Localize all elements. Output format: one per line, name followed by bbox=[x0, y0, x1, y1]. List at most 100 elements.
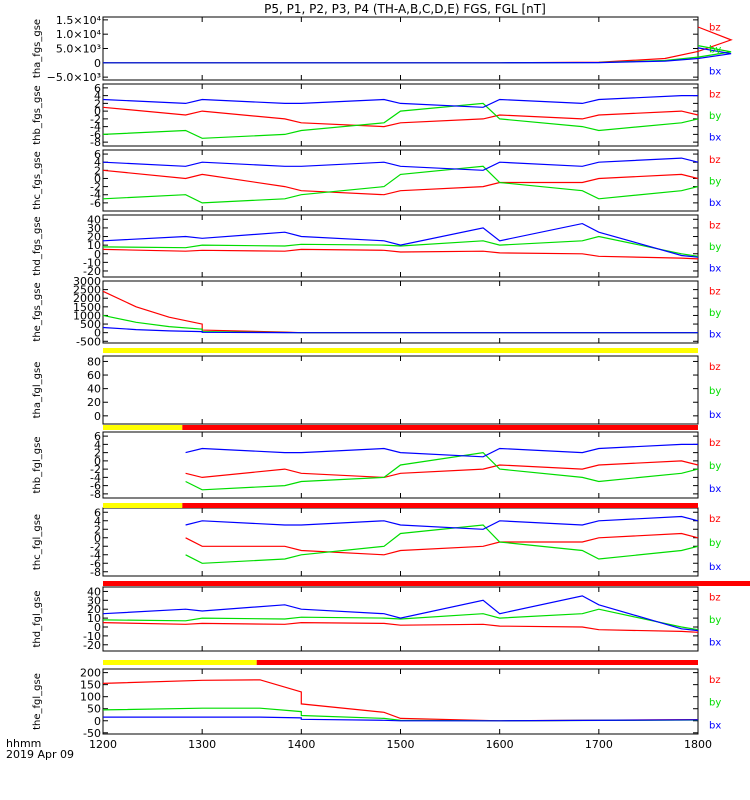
x-tick-label: 1700 bbox=[585, 738, 613, 751]
legend-entry-by: by bbox=[709, 461, 721, 472]
y-tick-label: -6 bbox=[90, 197, 101, 210]
legend-entry-bx: bx bbox=[709, 637, 721, 648]
series-line-by bbox=[102, 235, 699, 257]
y-tick-label: -4 bbox=[90, 549, 101, 562]
legend-entry-bz: bz bbox=[709, 362, 721, 373]
legend-entry-bx: bx bbox=[709, 133, 721, 144]
legend-entry-bx: bx bbox=[709, 264, 721, 275]
y-tick-label: 20 bbox=[87, 231, 101, 244]
y-tick-label: 0 bbox=[94, 532, 101, 545]
flag-segment bbox=[182, 425, 699, 430]
x-tick-label: 1400 bbox=[287, 738, 315, 751]
flags-layer bbox=[103, 348, 750, 665]
time-unit-label: hhmm bbox=[6, 737, 41, 750]
flag-segment bbox=[103, 660, 257, 665]
y-axis-label: thd_fgs_gse bbox=[32, 216, 43, 275]
legend-entry-bz: bz bbox=[709, 155, 721, 166]
panel-frame bbox=[102, 668, 699, 735]
y-tick-label: -10 bbox=[83, 256, 101, 269]
y-tick-label: 4 bbox=[94, 156, 101, 169]
y-tick-label: -6 bbox=[90, 480, 101, 493]
legend-entry-by: by bbox=[709, 242, 721, 253]
y-tick-label: 0 bbox=[94, 57, 101, 70]
flag-segment bbox=[256, 660, 698, 665]
y-tick-label: -8 bbox=[90, 566, 101, 579]
y-tick-label: -8 bbox=[90, 488, 101, 501]
y-tick-label: 4 bbox=[94, 90, 101, 103]
legend-entry-bx: bx bbox=[709, 720, 721, 731]
y-tick-label: 20 bbox=[87, 603, 101, 616]
y-tick-label: 40 bbox=[87, 383, 101, 396]
legend-entry-by: by bbox=[709, 45, 721, 56]
y-tick-label: 0 bbox=[94, 715, 101, 728]
series-line-bx bbox=[185, 443, 698, 458]
y-tick-label: 0 bbox=[94, 172, 101, 185]
chart-title: P5, P1, P2, P3, P4 (TH-A,B,C,D,E) FGS, F… bbox=[264, 2, 546, 16]
y-tick-label: 1000 bbox=[73, 309, 101, 322]
flag-bar bbox=[103, 348, 698, 353]
y-axis-label: tha_fgs_gse bbox=[32, 19, 43, 78]
date-label: 2019 Apr 09 bbox=[6, 748, 74, 761]
y-tick-label: -2 bbox=[90, 540, 101, 553]
y-tick-label: -4 bbox=[90, 471, 101, 484]
y-tick-label: 4 bbox=[94, 515, 101, 528]
y-tick-label: -50 bbox=[83, 727, 101, 740]
y-tick-label: -8 bbox=[90, 136, 101, 149]
panel-frame bbox=[102, 16, 699, 81]
y-tick-label: -500 bbox=[76, 335, 101, 348]
series-line-by bbox=[102, 165, 699, 204]
legend-entry-bz: bz bbox=[709, 286, 721, 297]
y-tick-label: 6 bbox=[94, 430, 101, 443]
panel-frame bbox=[102, 507, 699, 577]
series-line-bz bbox=[103, 26, 733, 64]
y-tick-label: 80 bbox=[87, 355, 101, 368]
y-tick-label: 4 bbox=[94, 438, 101, 451]
y-tick-label: 1.0×10⁴ bbox=[56, 28, 102, 41]
series-line-bx bbox=[103, 716, 699, 722]
y-tick-label: 6 bbox=[94, 506, 101, 519]
y-tick-label: 1.5×10⁴ bbox=[56, 14, 102, 27]
series-line-bx bbox=[102, 595, 699, 632]
flag-bar bbox=[103, 581, 750, 586]
legend-entry-by: by bbox=[709, 111, 721, 122]
y-tick-label: -2 bbox=[90, 113, 101, 126]
legend-entry-by: by bbox=[709, 386, 721, 397]
series-line-by bbox=[102, 608, 699, 631]
legend-entry-bz: bz bbox=[709, 514, 721, 525]
y-tick-label: 150 bbox=[80, 679, 101, 692]
series-line-bx bbox=[102, 94, 698, 108]
series-line-by bbox=[185, 524, 699, 564]
x-tick-label: 1800 bbox=[684, 738, 712, 751]
y-tick-label: 0 bbox=[94, 105, 101, 118]
y-tick-label: 0 bbox=[94, 621, 101, 634]
series-line-bz bbox=[185, 460, 699, 479]
legend-entry-bz: bz bbox=[709, 593, 721, 604]
series-line-bx bbox=[103, 47, 732, 64]
series-line-bz bbox=[102, 290, 698, 334]
panels-layer: 1.5×10⁴1.0×10⁴5.0×10³0−5.0×10³tha_fgs_gs… bbox=[32, 14, 733, 740]
legend-entry-bx: bx bbox=[709, 67, 721, 78]
y-tick-label: 0 bbox=[94, 327, 101, 340]
legend-entry-bx: bx bbox=[709, 562, 721, 573]
x-tick-label: 1200 bbox=[89, 738, 117, 751]
y-tick-label: 30 bbox=[87, 594, 101, 607]
y-tick-label: 10 bbox=[87, 612, 101, 625]
legend-entry-by: by bbox=[709, 177, 721, 188]
y-tick-label: 3000 bbox=[73, 275, 101, 288]
flag-bar bbox=[103, 503, 699, 508]
y-tick-label: 100 bbox=[80, 691, 101, 704]
y-axis-label: thc_fgl_gse bbox=[32, 514, 43, 570]
flag-segment bbox=[103, 425, 183, 430]
series-line-bz bbox=[185, 532, 699, 556]
y-tick-label: 2 bbox=[94, 523, 101, 536]
y-tick-label: 0 bbox=[94, 410, 101, 423]
legend-entry-bz: bz bbox=[709, 220, 721, 231]
flag-segment bbox=[103, 581, 750, 586]
y-tick-label: 40 bbox=[87, 213, 101, 226]
y-tick-label: -10 bbox=[83, 630, 101, 643]
y-tick-label: -4 bbox=[90, 121, 101, 134]
